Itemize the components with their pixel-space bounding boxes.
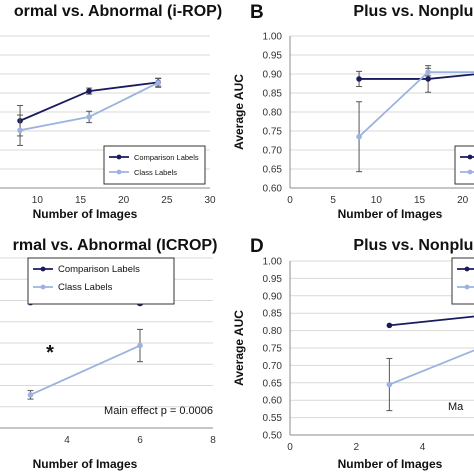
chart-title: Plus vs. Nonplus (I <box>353 237 474 254</box>
panel-letter: B <box>250 2 264 23</box>
legend-box <box>103 145 206 185</box>
chart-title: ormal vs. Abnormal (i-ROP) <box>14 3 222 20</box>
y-tick-label: 0.70 <box>263 361 283 372</box>
data-point <box>425 69 431 75</box>
data-point <box>86 114 92 120</box>
data-point <box>155 79 161 86</box>
x-tick-label: 15 <box>414 195 426 206</box>
x-tick-label: 20 <box>118 195 130 206</box>
y-tick-label: 0.95 <box>263 51 283 62</box>
x-tick-label: 25 <box>161 195 173 206</box>
y-tick-label: 0.70 <box>263 146 283 157</box>
y-axis-label: Average AUC <box>232 310 246 386</box>
annotation: Main effect p = 0.0006 <box>104 405 213 417</box>
legend-box <box>451 257 474 305</box>
y-tick-label: 0.90 <box>263 291 283 302</box>
legend-label: Comparison Labels <box>58 264 140 275</box>
x-tick-label: 0 <box>287 195 293 206</box>
series-line <box>30 344 141 396</box>
legend-marker <box>40 284 46 290</box>
data-point <box>386 381 393 388</box>
legend-marker <box>467 169 473 175</box>
y-tick-label: 0.75 <box>263 127 283 138</box>
series-line <box>389 315 474 327</box>
legend-marker <box>116 154 122 160</box>
data-point <box>386 322 393 329</box>
y-axis-label: Average AUC <box>232 74 246 150</box>
legend-marker <box>467 154 473 160</box>
panel-b: 0510152020.600.650.700.750.800.850.900.9… <box>232 2 474 221</box>
x-tick-label: 10 <box>32 195 44 206</box>
y-tick-label: 1.00 <box>263 32 283 43</box>
series-line <box>389 349 474 386</box>
series-line <box>358 71 474 138</box>
panel-d: 0 2 4 0.50 0.55 0.60 0.65 0.70 0.75 0.80 0.85 0.90 0… <box>232 236 474 471</box>
y-tick-label: 0.80 <box>263 108 283 119</box>
legend-box <box>454 145 474 185</box>
x-tick-label: 5 <box>330 195 336 206</box>
legend-marker <box>40 266 46 272</box>
legend-label: Class Labels <box>134 168 177 177</box>
y-tick-label: 0.85 <box>263 89 283 100</box>
x-axis-label: Number of Images <box>33 207 138 221</box>
series-class <box>17 77 162 146</box>
chart-title: rmal vs. Abnormal (ICROP) <box>13 237 218 254</box>
legend-box <box>27 257 175 305</box>
series-class <box>356 67 474 173</box>
legend-marker <box>116 169 122 175</box>
panel-letter: D <box>250 236 264 257</box>
series-class <box>386 349 474 412</box>
y-tick-label: 0.80 <box>263 326 283 337</box>
x-tick-label: 2 <box>353 442 359 453</box>
series-line <box>359 73 474 80</box>
y-tick-label: 0.50 <box>263 431 283 442</box>
annotation: * <box>46 342 54 364</box>
panel-c: 2468rmal vs. Abnormal (ICROP)Number of I… <box>0 237 217 471</box>
data-point <box>425 76 431 82</box>
y-tick-label: 0.65 <box>263 165 283 176</box>
y-tick-label: 0.55 <box>263 413 283 424</box>
x-tick-label: 8 <box>210 435 216 446</box>
legend-marker <box>464 266 470 272</box>
annotation: Ma <box>448 401 464 413</box>
data-point <box>17 127 23 134</box>
x-tick-label: 15 <box>75 195 87 206</box>
x-axis-label: Number of Images <box>33 457 138 471</box>
y-tick-label: 0.95 <box>263 274 283 285</box>
legend: Comparison Labels Class Labels <box>27 257 175 305</box>
series-comparison <box>356 65 474 93</box>
panel-a: 051015202530ormal vs. Abnormal (i-ROP)Nu… <box>0 3 222 221</box>
data-point <box>27 392 34 398</box>
x-axis-label: Number of Images <box>338 207 443 221</box>
x-tick-label: 10 <box>371 195 383 206</box>
x-tick-label: 0 <box>287 442 293 453</box>
data-point <box>137 342 143 349</box>
y-tick-label: 0.75 <box>263 344 283 355</box>
legend-label: Comparison Labels <box>134 153 199 162</box>
x-axis-label: Number of Images <box>338 457 443 471</box>
x-tick-label: 4 <box>64 435 70 446</box>
x-tick-label: 6 <box>137 435 143 446</box>
legend-marker <box>464 284 470 290</box>
series-comparison <box>386 315 474 329</box>
y-tick-label: 0.60 <box>263 396 283 407</box>
legend-label: Class Labels <box>58 282 113 293</box>
data-point <box>356 133 362 140</box>
data-point <box>86 88 92 94</box>
y-tick-label: 0.90 <box>263 70 283 81</box>
y-tick-label: 0.60 <box>263 184 283 195</box>
x-tick-label: 20 <box>457 195 469 206</box>
chart-title: Plus vs. Nonplus (i <box>353 3 474 20</box>
y-tick-label: 1.00 <box>263 257 283 268</box>
data-point <box>356 76 362 82</box>
y-tick-label: 0.65 <box>263 378 283 389</box>
legend: Comparison Labels Class Labels <box>103 145 206 185</box>
x-tick-label: 30 <box>204 195 216 206</box>
y-tick-label: 0.85 <box>263 309 283 320</box>
series-class <box>27 328 143 400</box>
x-tick-label: 4 <box>420 442 426 453</box>
legend <box>451 257 474 305</box>
